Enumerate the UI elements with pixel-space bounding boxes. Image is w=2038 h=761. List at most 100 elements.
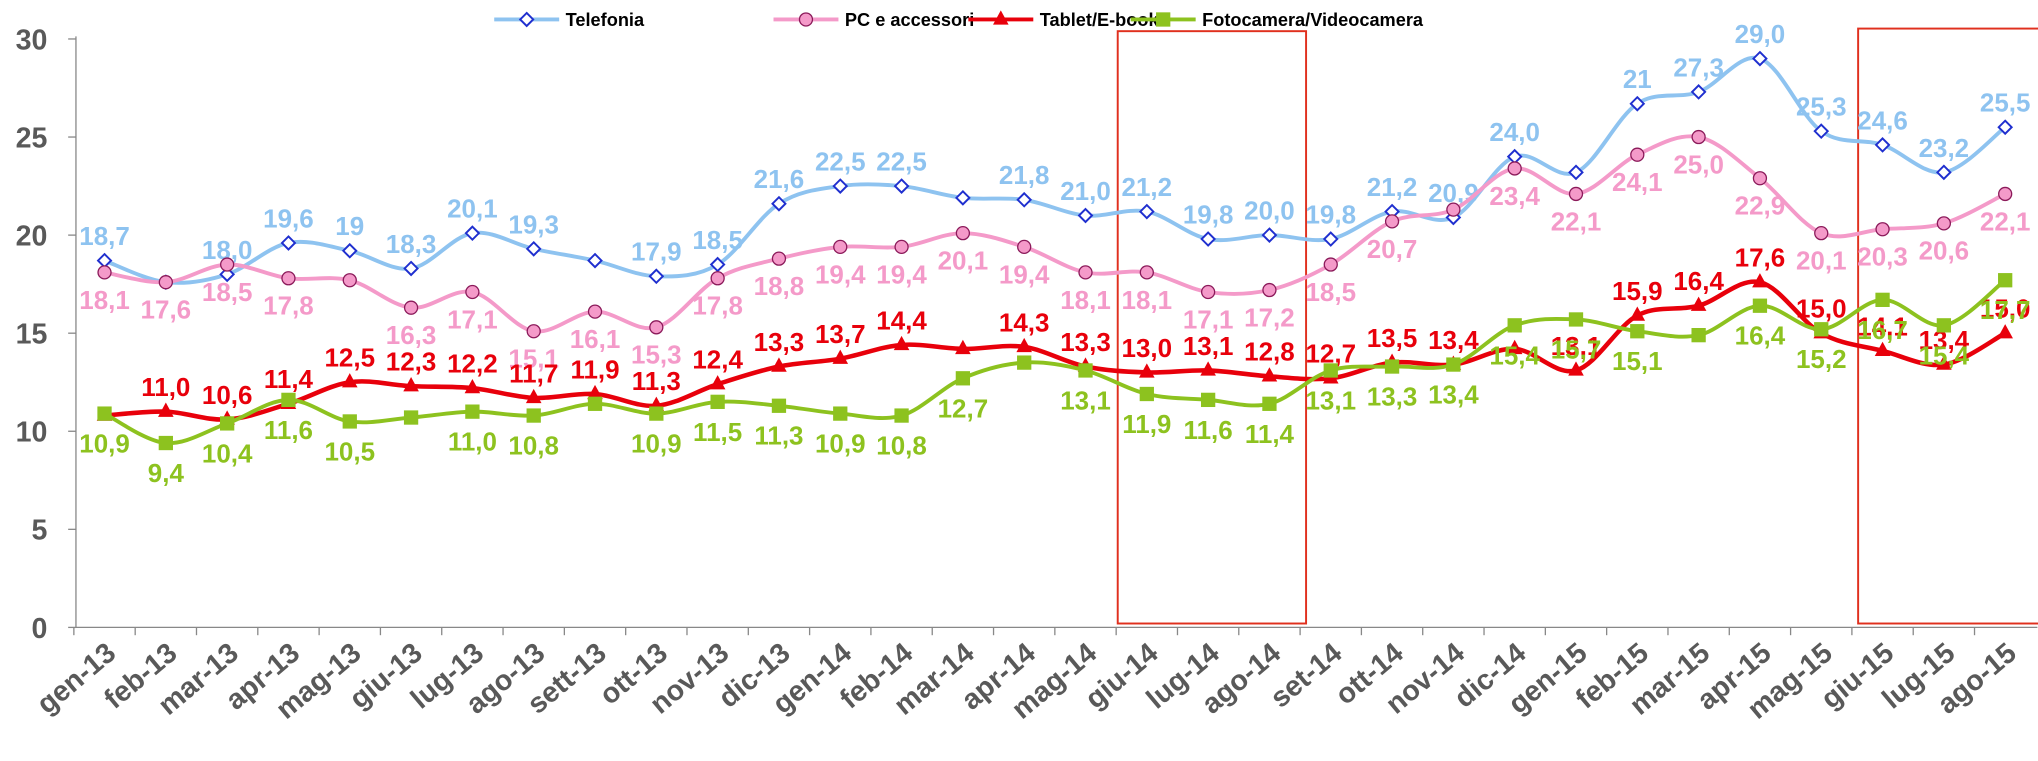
marker (649, 320, 664, 335)
data-label: 11,6 (264, 415, 313, 445)
marker (1261, 367, 1278, 382)
data-label: 12,7 (938, 393, 989, 423)
marker (158, 402, 174, 417)
data-label: 9,4 (148, 458, 185, 488)
marker (1874, 137, 1891, 153)
marker (1017, 239, 1032, 255)
data-label: 10,9 (815, 429, 866, 459)
marker (1814, 322, 1829, 337)
data-label: 13,1 (1305, 385, 1356, 415)
marker (993, 10, 1009, 25)
marker (955, 371, 971, 386)
data-label: 29,0 (1735, 19, 1786, 49)
marker (955, 339, 971, 355)
x-tick-label: set-14 (1264, 637, 1348, 715)
marker (1874, 341, 1891, 357)
marker (341, 373, 358, 388)
marker (342, 273, 357, 288)
data-label: 15,7 (1551, 334, 1602, 364)
data-label: 21,6 (754, 164, 805, 194)
data-label: 10,9 (631, 429, 682, 459)
marker (587, 252, 603, 269)
data-label: 15,1 (508, 344, 559, 374)
marker (1016, 337, 1032, 353)
data-label: 27,3 (1673, 52, 1724, 82)
marker (1507, 161, 1522, 176)
data-label: 18,1 (1060, 285, 1111, 315)
marker (1875, 222, 1890, 237)
data-label: 11,6 (1184, 415, 1233, 445)
marker (280, 235, 297, 251)
data-label: 25,3 (1796, 92, 1847, 122)
marker (955, 226, 971, 241)
data-label: 17,8 (692, 291, 743, 321)
legend-label: PC e accessori (845, 10, 974, 30)
data-label: 18,1 (79, 285, 130, 315)
marker (1017, 355, 1032, 370)
data-label: 13,1 (1551, 331, 1602, 361)
data-label: 18,1 (1122, 285, 1173, 315)
data-label: 13,3 (754, 327, 805, 357)
data-label: 22,1 (1551, 206, 1602, 236)
data-label: 11,9 (570, 354, 619, 384)
marker (709, 256, 726, 273)
data-label: 20,1 (1796, 246, 1847, 276)
data-label: 13,3 (1367, 381, 1418, 411)
data-label: 18,5 (1305, 277, 1356, 307)
marker (1936, 355, 1952, 370)
marker (1813, 123, 1830, 140)
marker (798, 12, 814, 27)
marker (220, 257, 235, 272)
marker (1630, 324, 1645, 339)
marker (1323, 257, 1338, 272)
legend-label: Fotocamera/Videocamera (1202, 10, 1424, 30)
marker (1629, 95, 1646, 112)
marker (96, 252, 113, 269)
marker (833, 406, 848, 421)
marker (1568, 361, 1584, 376)
marker (587, 384, 603, 400)
data-label: 20,6 (1919, 236, 1970, 266)
marker (1078, 363, 1093, 378)
data-label: 18,3 (386, 229, 437, 259)
data-label: 10,5 (324, 436, 375, 466)
data-label: 21,8 (999, 160, 1050, 190)
data-label: 22,5 (815, 146, 866, 176)
marker (1200, 284, 1216, 300)
marker (710, 394, 725, 409)
data-label: 15,0 (1980, 294, 2031, 324)
data-label: 21 (1623, 64, 1652, 94)
data-label: 14,4 (876, 305, 927, 335)
data-label: 22,1 (1980, 206, 2031, 236)
marker (1998, 186, 2013, 202)
data-label: 24,0 (1489, 117, 1540, 147)
marker (771, 398, 787, 413)
y-tick-label: 20 (16, 221, 48, 253)
marker (1156, 12, 1171, 27)
data-label: 15,4 (1919, 340, 1970, 370)
marker (1077, 207, 1094, 224)
marker (649, 406, 664, 421)
marker (1752, 50, 1768, 67)
data-label: 10,8 (876, 431, 927, 461)
marker (281, 392, 296, 408)
marker (1200, 231, 1217, 247)
marker (403, 300, 419, 315)
marker (518, 11, 535, 28)
data-label: 13,1 (1060, 385, 1111, 415)
marker (1568, 186, 1584, 202)
marker (710, 271, 725, 286)
data-label: 15,2 (1796, 344, 1847, 374)
marker (894, 239, 909, 255)
data-label: 12,5 (324, 343, 375, 373)
marker (526, 324, 541, 339)
data-label: 21,2 (1367, 172, 1418, 202)
data-label: 11,4 (1245, 419, 1295, 449)
data-label: 17,1 (447, 304, 498, 334)
marker (1752, 298, 1768, 313)
marker (1752, 171, 1768, 186)
marker (955, 189, 971, 206)
marker (771, 251, 787, 266)
data-label: 25,5 (1980, 88, 2031, 118)
data-label: 16,1 (570, 324, 621, 354)
